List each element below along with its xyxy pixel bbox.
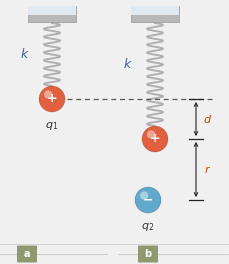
FancyBboxPatch shape xyxy=(131,6,179,15)
FancyBboxPatch shape xyxy=(28,6,76,22)
Circle shape xyxy=(147,130,155,139)
Text: +: + xyxy=(150,133,160,145)
Text: −: − xyxy=(143,194,153,206)
Circle shape xyxy=(44,90,52,99)
FancyBboxPatch shape xyxy=(28,6,76,15)
Text: $q_2$: $q_2$ xyxy=(141,221,155,233)
Text: $k$: $k$ xyxy=(20,48,30,62)
Circle shape xyxy=(39,86,65,112)
Text: $d$: $d$ xyxy=(203,113,213,125)
Circle shape xyxy=(135,187,161,213)
Text: +: + xyxy=(47,92,57,106)
FancyBboxPatch shape xyxy=(17,246,37,262)
Circle shape xyxy=(142,126,168,152)
Circle shape xyxy=(140,191,148,200)
Text: a: a xyxy=(24,249,30,259)
FancyBboxPatch shape xyxy=(131,6,179,22)
Text: $k$: $k$ xyxy=(123,58,133,72)
Text: $r$: $r$ xyxy=(204,164,212,175)
Text: b: b xyxy=(144,249,152,259)
Text: $q_1$: $q_1$ xyxy=(45,120,59,132)
FancyBboxPatch shape xyxy=(138,246,158,262)
